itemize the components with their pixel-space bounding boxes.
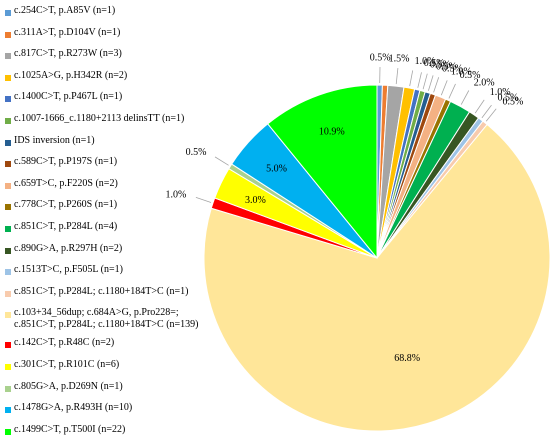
- data-label: 1.0%: [166, 190, 187, 201]
- data-label: 68.8%: [394, 353, 420, 364]
- leader-line: [215, 157, 229, 165]
- leader-line: [418, 72, 422, 88]
- leader-line: [434, 77, 439, 92]
- leader-line: [423, 74, 427, 90]
- data-label: 10.9%: [319, 126, 345, 137]
- leader-line: [461, 91, 469, 105]
- data-label: 0.5%: [370, 53, 391, 64]
- leader-line: [410, 70, 413, 86]
- data-label: 0.5%: [186, 147, 207, 158]
- leader-line: [449, 84, 456, 99]
- data-label: 1.5%: [389, 54, 410, 65]
- leader-line: [441, 80, 447, 95]
- leader-line: [396, 68, 398, 84]
- leader-line: [475, 100, 484, 113]
- data-label: 3.0%: [245, 195, 266, 206]
- data-label: 5.0%: [266, 164, 287, 175]
- leader-line: [428, 75, 433, 90]
- leader-line: [196, 197, 211, 202]
- data-label: 0.5%: [503, 97, 524, 108]
